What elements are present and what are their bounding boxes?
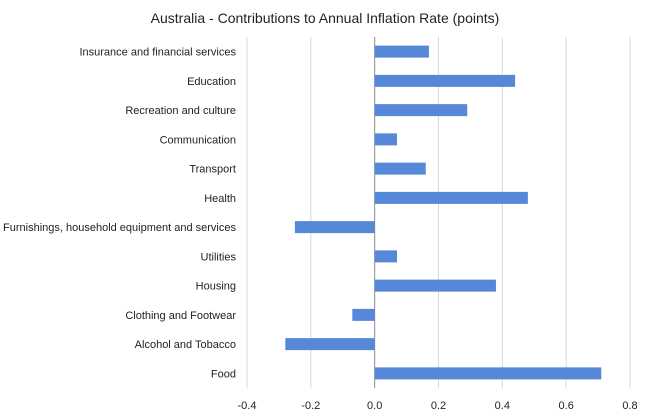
category-label: Utilities xyxy=(201,251,237,263)
category-label: Insurance and financial services xyxy=(79,47,236,59)
category-label: Clothing and Footwear xyxy=(125,310,236,322)
x-tick-label: 0.6 xyxy=(559,400,574,412)
category-label: Communication xyxy=(160,134,236,146)
x-tick-label: 0.8 xyxy=(622,400,637,412)
bars xyxy=(285,45,602,380)
bar xyxy=(374,367,602,380)
bar xyxy=(285,338,375,351)
bar xyxy=(374,133,398,146)
bar xyxy=(374,162,426,175)
x-tick-label: -0.4 xyxy=(238,400,257,412)
bar xyxy=(374,279,496,292)
category-label: Education xyxy=(187,76,236,88)
bar xyxy=(374,104,468,117)
gridlines xyxy=(246,37,631,388)
category-label: Housing xyxy=(196,281,236,293)
bar xyxy=(374,250,398,263)
category-label: Health xyxy=(204,193,236,205)
x-tick-label: 0.4 xyxy=(495,400,510,412)
x-tick-label: -0.2 xyxy=(301,400,320,412)
x-tick-labels: -0.4 -0.2 0.0 0.2 0.4 0.6 0.8 xyxy=(238,400,638,412)
x-tick-label: 0.0 xyxy=(367,400,382,412)
category-label: Furnishings, household equipment and ser… xyxy=(3,222,236,234)
bar xyxy=(352,308,375,321)
category-label: Alcohol and Tobacco xyxy=(135,339,236,351)
bar xyxy=(294,221,375,234)
x-tick-label: 0.2 xyxy=(431,400,446,412)
chart-title: Australia - Contributions to Annual Infl… xyxy=(151,10,500,26)
bar xyxy=(374,74,516,87)
category-label: Transport xyxy=(189,164,236,176)
category-label: Food xyxy=(211,368,236,380)
bar xyxy=(374,45,429,58)
bar xyxy=(374,191,528,204)
category-labels: Insurance and financial services Educatio… xyxy=(3,47,236,381)
category-label: Recreation and culture xyxy=(125,105,236,117)
